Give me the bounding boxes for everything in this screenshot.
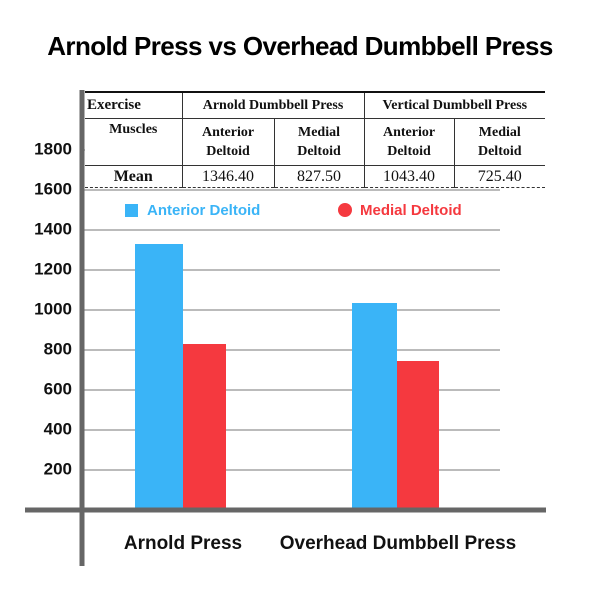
- header-cell: Exercise: [85, 91, 182, 119]
- y-tick-label: 400: [44, 419, 72, 438]
- cell: Medial Deltoid: [273, 118, 365, 166]
- header-cell: Vertical Dumbbell Press: [363, 91, 546, 119]
- cell: Anterior Deltoid: [181, 118, 274, 166]
- legend-label: Medial Deltoid: [360, 202, 462, 219]
- cell: 1346.40: [181, 165, 274, 188]
- legend-swatch: [125, 204, 138, 217]
- cell: Medial Deltoid: [453, 118, 546, 166]
- cell: Anterior Deltoid: [363, 118, 455, 166]
- table-row: Mean 1346.40 827.50 1043.40 725.40: [85, 165, 546, 188]
- legend-swatch: [338, 203, 352, 217]
- y-tick-label: 800: [44, 339, 72, 358]
- x-tick-label: Arnold Press: [124, 533, 242, 554]
- y-tick-label: 1200: [34, 259, 72, 278]
- table: Exercise Arnold Dumbbell Press Vertical …: [85, 91, 546, 188]
- y-tick-label: 200: [44, 459, 72, 478]
- table-row: Muscles Anterior Deltoid Medial Deltoid …: [85, 118, 546, 166]
- y-tick-label: 1600: [34, 179, 72, 198]
- header-cell: Arnold Dumbbell Press: [181, 91, 365, 119]
- chart-title: Arnold Press vs Overhead Dumbbell Press: [47, 31, 553, 61]
- cell: 827.50: [273, 165, 365, 188]
- table-header: Exercise Arnold Dumbbell Press Vertical …: [85, 91, 546, 119]
- bar: [183, 344, 226, 510]
- y-tick-label: 1400: [34, 219, 72, 238]
- cell: Mean: [85, 165, 182, 188]
- cell: 1043.40: [363, 165, 455, 188]
- marks: Arnold Press Overhead Dumbbell Press Anter…: [124, 202, 516, 554]
- bar: [135, 244, 183, 510]
- cell: 725.40: [453, 165, 546, 188]
- y-tick-label: 1800: [34, 139, 72, 158]
- cell: Muscles: [85, 118, 182, 166]
- bar: [352, 303, 397, 510]
- y-tick-label: 600: [44, 379, 72, 398]
- y-tick-label: 1000: [34, 299, 72, 318]
- legend-label: Anterior Deltoid: [147, 202, 260, 219]
- data-table: Exercise Arnold Dumbbell Press Vertical …: [85, 91, 546, 188]
- bar: [397, 361, 439, 510]
- x-tick-label: Overhead Dumbbell Press: [280, 533, 517, 554]
